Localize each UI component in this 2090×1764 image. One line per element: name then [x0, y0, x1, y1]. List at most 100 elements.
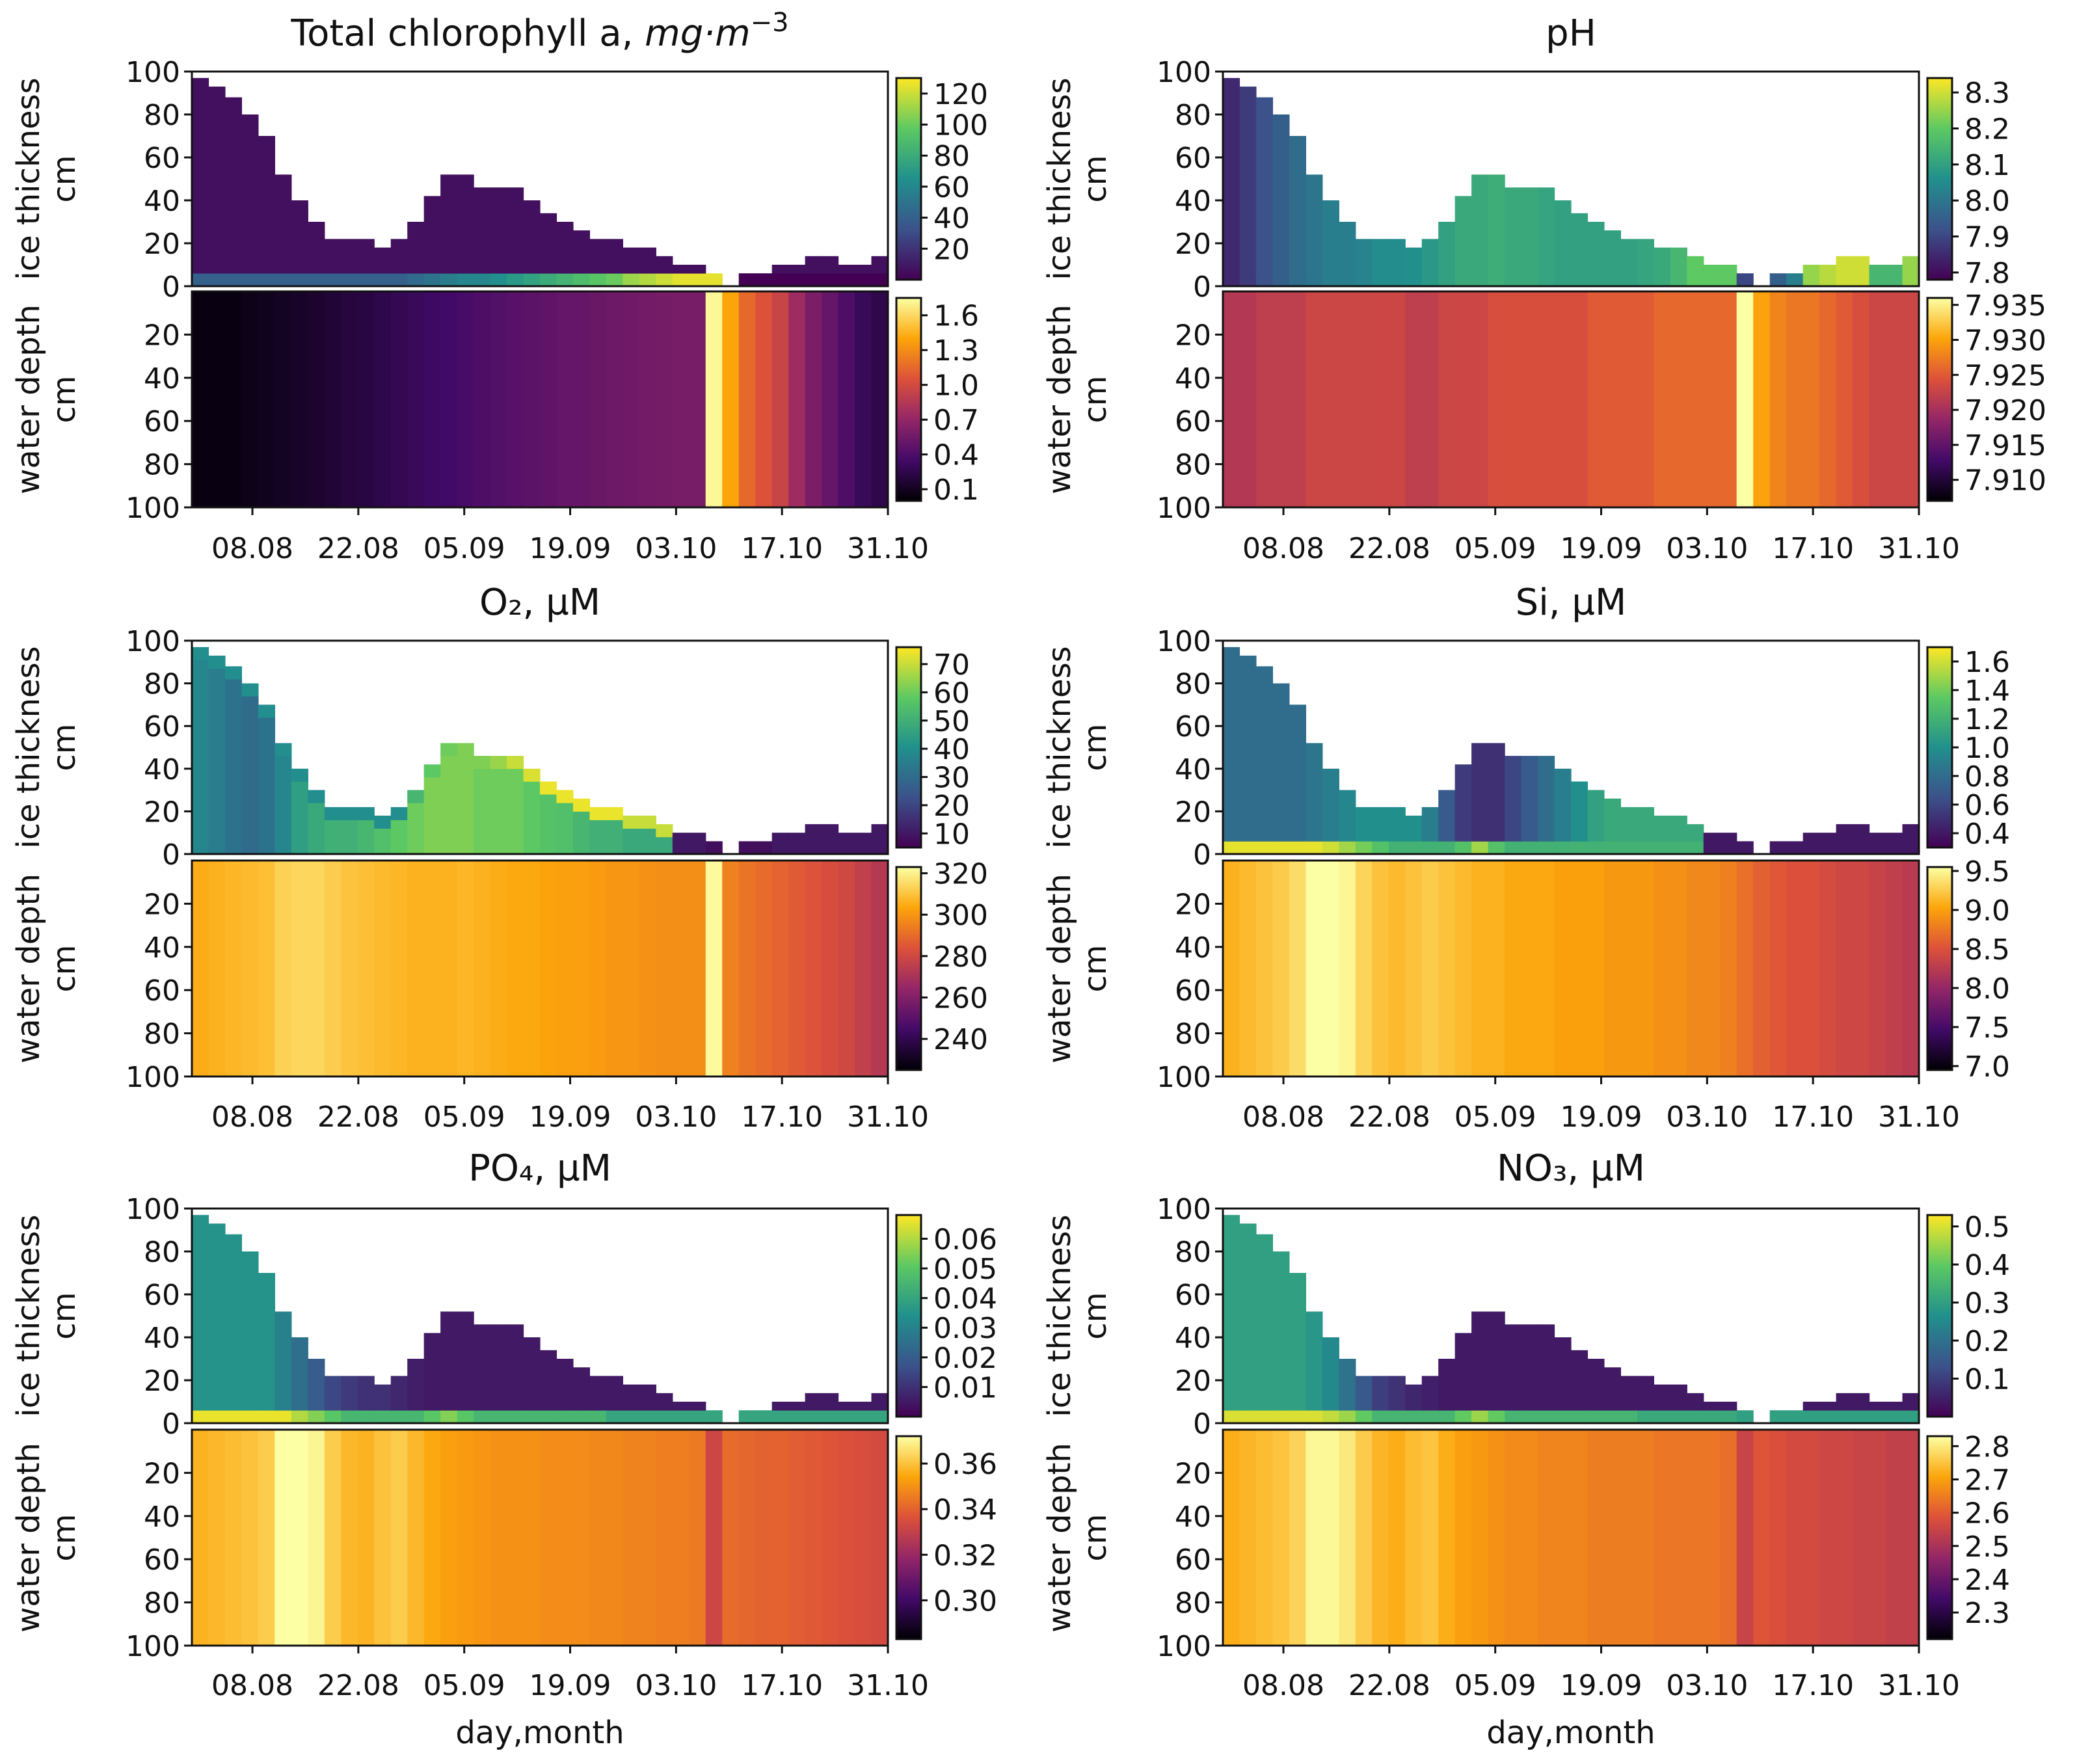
- water-cell: [507, 861, 524, 1076]
- ice-cell: [639, 247, 656, 274]
- ice-ytick-label: 100: [1157, 56, 1211, 89]
- water-ytick-label: 20: [144, 888, 180, 921]
- ice-cell: [1720, 265, 1737, 274]
- ice-cell: [1388, 273, 1406, 287]
- water-cell: [423, 861, 441, 1076]
- ice-cell: [1554, 200, 1572, 274]
- ice-cell: [1886, 1402, 1903, 1411]
- ice-ylabel: ice thickness: [1041, 1214, 1078, 1417]
- ice-cell: [1853, 1410, 1870, 1424]
- colorbar-tick-label: 300: [933, 899, 988, 932]
- ice-cell: [1736, 841, 1754, 855]
- ice-cell: [788, 841, 806, 855]
- ice-cell: [1355, 273, 1373, 287]
- water-cell: [656, 861, 673, 1076]
- ice-cell: [1869, 841, 1886, 855]
- ice-cell: [308, 273, 325, 287]
- ice-cell: [639, 828, 656, 842]
- ice-cell: [1421, 841, 1439, 855]
- xtick-label: 17.10: [741, 532, 823, 565]
- ice-cell: [1289, 704, 1306, 842]
- water-cell: [1239, 1430, 1257, 1646]
- ice-cell: [1670, 1384, 1687, 1411]
- ice-cell: [838, 265, 855, 274]
- water-cell: [1836, 291, 1853, 507]
- ice-cell: [689, 841, 706, 855]
- water-cell: [275, 1430, 292, 1646]
- water-cell: [1454, 291, 1472, 507]
- ice-cell: [440, 273, 458, 287]
- ice-cell: [1687, 273, 1704, 287]
- ice-cell: [606, 1376, 623, 1411]
- ice-cell: [507, 1324, 524, 1411]
- colorbar-tick-label: 0.5: [1964, 1211, 2010, 1244]
- water-cell: [1223, 291, 1240, 507]
- ice-cell: [1819, 265, 1837, 274]
- water-cell: [423, 291, 441, 507]
- ice-cell: [258, 1410, 275, 1424]
- xticks: 08.08 22.08 05.09 19.09 03.10 17.10 31.10: [1242, 507, 1960, 565]
- water-cell: [1753, 1430, 1771, 1646]
- ice-ytick-label: 20: [1175, 228, 1211, 261]
- ice-ytick-label: 100: [1157, 625, 1211, 658]
- ice-cell: [606, 273, 623, 287]
- ice-cell: [705, 1410, 723, 1424]
- xtick-label: 22.08: [1348, 532, 1430, 565]
- ice-cell: [1802, 841, 1820, 855]
- ice-cell: [672, 833, 690, 842]
- ice-cell: [1571, 781, 1588, 842]
- ice-cell: [390, 239, 408, 274]
- ice-cell: [1322, 768, 1339, 842]
- ice-cell: [1306, 1410, 1323, 1424]
- ice-cell: [407, 841, 425, 855]
- water-cell: [1769, 861, 1787, 1076]
- water-ytick-label: 60: [1175, 405, 1211, 438]
- ice-cell: [275, 174, 292, 274]
- water-cell: [1802, 291, 1820, 507]
- water-cell: [1786, 1430, 1804, 1646]
- ice-cell: [855, 833, 872, 842]
- colorbar-tick-label: 320: [933, 858, 988, 891]
- colorbar-tick-label: 7.915: [1964, 429, 2046, 462]
- ice-cell: [1339, 841, 1356, 855]
- ice-cell: [1869, 273, 1886, 287]
- ice-axes-frame: [191, 70, 889, 287]
- ice-ytick-label: 0: [1193, 271, 1211, 304]
- ice-cell: [1670, 815, 1687, 842]
- water-cell: [208, 1430, 226, 1646]
- ice-cell: [1471, 174, 1489, 274]
- ice-cell: [1819, 273, 1837, 287]
- water-cell: [324, 1430, 342, 1646]
- ice-cell: [1239, 655, 1257, 842]
- water-yticks: 20 40 60 80 100: [126, 1457, 192, 1663]
- water-cell: [224, 861, 243, 1076]
- ice-ytick-label: 20: [144, 795, 180, 829]
- ice-cell: [1720, 1410, 1737, 1424]
- ice-cell: [672, 1410, 690, 1424]
- ice-cell: [407, 273, 425, 287]
- ice-cell: [457, 273, 474, 287]
- water-cell: [308, 861, 325, 1076]
- ice-cell: [1554, 1410, 1572, 1424]
- xticks: 08.08 22.08 05.09 19.09 03.10 17.10 31.10: [211, 507, 929, 565]
- ice-cell: [1488, 273, 1505, 287]
- ice-cell: [1289, 841, 1306, 855]
- ice-cell: [672, 841, 690, 855]
- ice-cell: [224, 1410, 243, 1424]
- water-cell: [390, 861, 408, 1076]
- ice-cell: [1687, 1393, 1704, 1411]
- ice-cell: [1603, 1410, 1622, 1424]
- colorbar-tick-label: 7.9: [1964, 221, 2010, 254]
- xtick-label: 17.10: [1772, 1669, 1854, 1702]
- water-cell: [822, 291, 839, 507]
- colorbar-tick-label: 60: [933, 676, 970, 710]
- xtick-label: 05.09: [1454, 1669, 1536, 1702]
- water-cell: [540, 1430, 557, 1646]
- water-yticks: 20 40 60 80 100: [126, 888, 192, 1094]
- ice-cell: [788, 265, 806, 274]
- ice-ytick-label: 0: [1193, 1408, 1211, 1441]
- ice-ylabel-unit: cm: [46, 1292, 83, 1339]
